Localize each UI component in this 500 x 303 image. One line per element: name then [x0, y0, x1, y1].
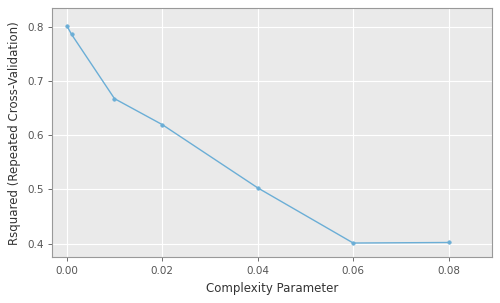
- X-axis label: Complexity Parameter: Complexity Parameter: [206, 282, 338, 295]
- Y-axis label: Rsquared (Repeated Cross-Validation): Rsquared (Repeated Cross-Validation): [8, 21, 22, 245]
